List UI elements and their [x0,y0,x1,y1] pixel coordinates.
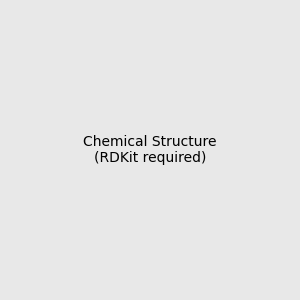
Text: Chemical Structure
(RDKit required): Chemical Structure (RDKit required) [83,135,217,165]
